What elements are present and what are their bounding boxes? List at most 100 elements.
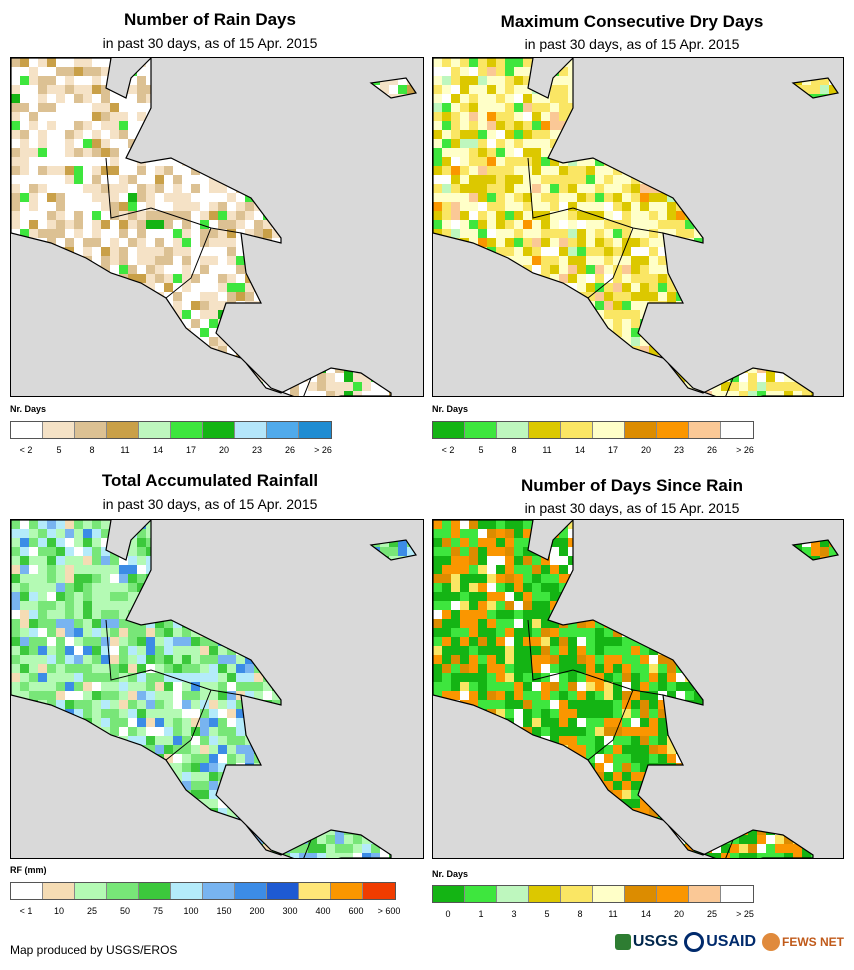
raster-cell [74,139,83,148]
raster-cell [47,193,56,202]
raster-cell [622,319,631,328]
raster-cell [568,265,577,274]
raster-cell [496,238,505,247]
raster-cell [523,220,532,229]
raster-cell [676,211,685,220]
raster-cell [101,655,110,664]
country-border [725,377,734,396]
raster-cell [101,628,110,637]
raster-cell [92,58,101,67]
raster-cell [514,238,523,247]
raster-cell [119,646,128,655]
raster-cell [155,736,164,745]
raster-cell [496,139,505,148]
raster-cell [191,328,200,337]
raster-cell [245,220,254,229]
country-border [527,157,574,219]
raster-cell [83,574,92,583]
raster-cell [92,103,101,112]
raster-cell [218,691,227,700]
raster-cell [65,691,74,700]
raster-cell [514,202,523,211]
raster-cell [29,175,38,184]
raster-cell [568,283,577,292]
raster-cell [155,664,164,673]
raster-cell [478,238,487,247]
raster-cell [541,220,550,229]
raster-cell [56,619,65,628]
raster-cell [65,556,74,565]
raster-cell [65,547,74,556]
raster-cell [137,67,146,76]
raster-cell [110,211,119,220]
raster-cell [137,265,146,274]
raster-cell [604,247,613,256]
raster-cell [29,619,38,628]
raster-cell [74,130,83,139]
raster-cell [263,382,272,391]
raster-cell [442,58,451,67]
raster-cell [622,220,631,229]
raster-cell [200,283,209,292]
raster-cell [128,193,137,202]
legend-label: Nr. Days [432,404,469,414]
raster-cell [155,718,164,727]
raster-cell [92,610,101,619]
raster-cell [640,337,649,346]
raster-cell [613,193,622,202]
raster-cell [20,601,29,610]
raster-cell [101,574,110,583]
raster-cell [164,637,173,646]
raster-cell [155,700,164,709]
raster-cell [640,220,649,229]
raster-cell [245,691,254,700]
raster-cell [586,238,595,247]
raster-cell [613,265,622,274]
raster-cell [631,229,640,238]
raster-cell [496,76,505,85]
raster-cell [505,112,514,121]
raster-cell [433,166,442,175]
raster-cell [218,265,227,274]
raster-cell [182,700,191,709]
raster-cell [146,256,155,265]
raster-cell [200,247,209,256]
raster-cell [523,76,532,85]
raster-cell [775,382,784,391]
raster-cell [523,229,532,238]
country-border [791,77,839,99]
raster-cell [541,148,550,157]
raster-cell [101,247,110,256]
raster-cell [11,67,20,76]
raster-cell [11,139,20,148]
raster-cell [514,166,523,175]
raster-cell [191,175,200,184]
raster-cell [137,691,146,700]
raster-cell [460,175,469,184]
raster-cell [389,76,398,85]
raster-cell [622,184,631,193]
raster-cell [137,256,146,265]
raster-cell [200,319,209,328]
raster-cell [56,592,65,601]
raster-cell [218,337,227,346]
raster-cell [622,310,631,319]
legend-swatch [657,422,689,438]
raster-cell [20,520,29,529]
raster-cell [344,373,353,382]
raster-cell [568,220,577,229]
raster-cell [389,547,398,556]
raster-cell [676,220,685,229]
raster-cell [568,247,577,256]
raster-cell [649,220,658,229]
raster-cell [128,202,137,211]
raster-cell [254,229,263,238]
raster-cell [65,193,74,202]
raster-cell [74,655,83,664]
raster-cell [155,727,164,736]
raster-cell [101,211,110,220]
raster-cell [110,655,119,664]
raster-cell [83,85,92,94]
raster-cell [110,130,119,139]
raster-cell [11,610,20,619]
